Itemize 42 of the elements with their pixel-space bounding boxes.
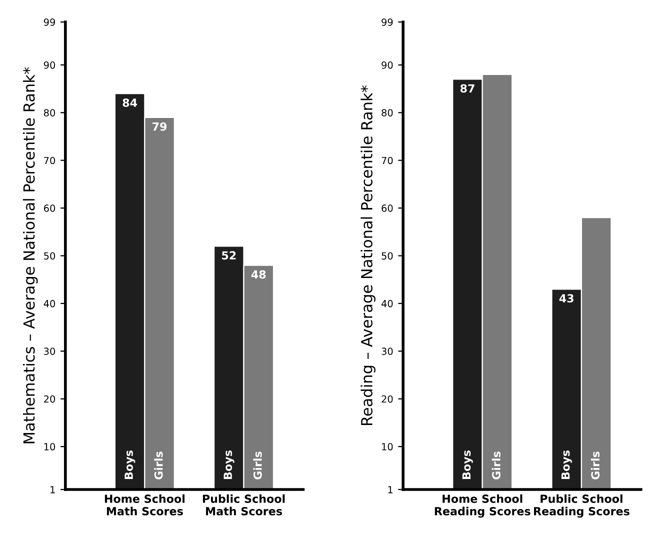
y-tick-label: 80 (382, 109, 393, 116)
series-label: Boys (462, 450, 473, 479)
y-tick-label: 70 (44, 156, 56, 164)
y-tick-label: 99 (382, 18, 393, 26)
y-tick-label: 40 (381, 300, 393, 308)
series-label: Girls (492, 452, 500, 480)
y-axis-title: Mathematics – Average National Percentile Rank* (22, 67, 38, 444)
text: Girls (253, 452, 262, 480)
x-tick-label: Home School Reading Scores (434, 494, 530, 518)
y-tick-label: 20 (382, 395, 393, 403)
y-tick-label: 10 (382, 443, 393, 450)
data-label: 52 (222, 251, 236, 260)
y-tick-label: 20 (44, 395, 56, 403)
y-tick-label: 90 (44, 61, 56, 69)
y-tick-label: 1 (50, 486, 55, 494)
y-tick-label: 40 (44, 300, 56, 308)
y-tick-label: 60 (44, 204, 56, 212)
y-tick-label: 90 (382, 61, 393, 69)
y-tick-label: 80 (44, 109, 56, 116)
y-tick-label: 1 (388, 486, 392, 494)
text: Boys (561, 450, 572, 479)
x-tick-label: Home School Math Scores (104, 494, 184, 516)
data-label: 84 (122, 98, 138, 107)
y-tick-label: 30 (44, 348, 56, 355)
data-label: 79 (152, 122, 167, 131)
series-label: Boys (224, 450, 234, 479)
data-label: 87 (460, 84, 474, 93)
y-tick-label: 30 (382, 348, 393, 355)
y-tick-label: 50 (382, 252, 393, 260)
x-tick-label: Public School Reading Scores (534, 494, 630, 518)
y-axis-title: Reading – Average National Percentile Rank* (360, 85, 376, 425)
text: Girls (590, 452, 600, 480)
y-tick-label: 50 (44, 252, 56, 260)
data-label: 48 (251, 270, 266, 279)
y-tick-label: 10 (44, 443, 56, 450)
y-tick-label: 70 (382, 156, 393, 164)
data-label: 43 (559, 294, 574, 303)
series-label: Girls (154, 452, 163, 480)
text: Boys (124, 450, 136, 479)
y-tick-label: 99 (44, 18, 55, 26)
y-tick-label: 60 (382, 204, 393, 212)
x-tick-label: Public School Math Scores (202, 494, 285, 516)
